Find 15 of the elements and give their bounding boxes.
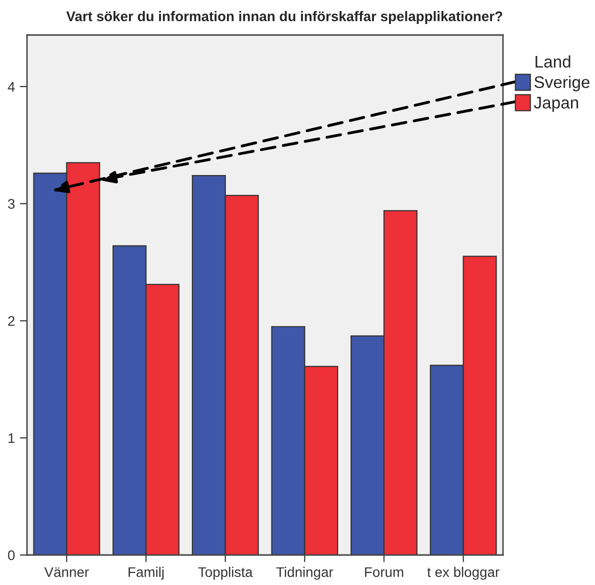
x-tick-label: Tidningar [276, 566, 334, 580]
y-tick-label: 1 [8, 433, 15, 443]
x-tick-label: t ex bloggar [427, 566, 500, 580]
legend-label: Sverige [534, 76, 590, 92]
y-tick-label: 4 [8, 82, 15, 92]
x-tick-label: Familj [128, 566, 164, 580]
x-tick-label: Forum [365, 567, 404, 578]
y-tick-label: 2 [8, 316, 14, 326]
legend-label: Japan [534, 96, 578, 112]
x-tick-label: Vänner [44, 567, 89, 578]
y-tick-label: 0 [8, 550, 15, 560]
legend-title: Land [536, 55, 570, 68]
x-tick-label: Topplista [198, 566, 253, 580]
y-tick-label: 3 [8, 198, 15, 209]
chart-title: Vart söker du information innan du införskaffar spelapplikationer? [66, 11, 502, 24]
